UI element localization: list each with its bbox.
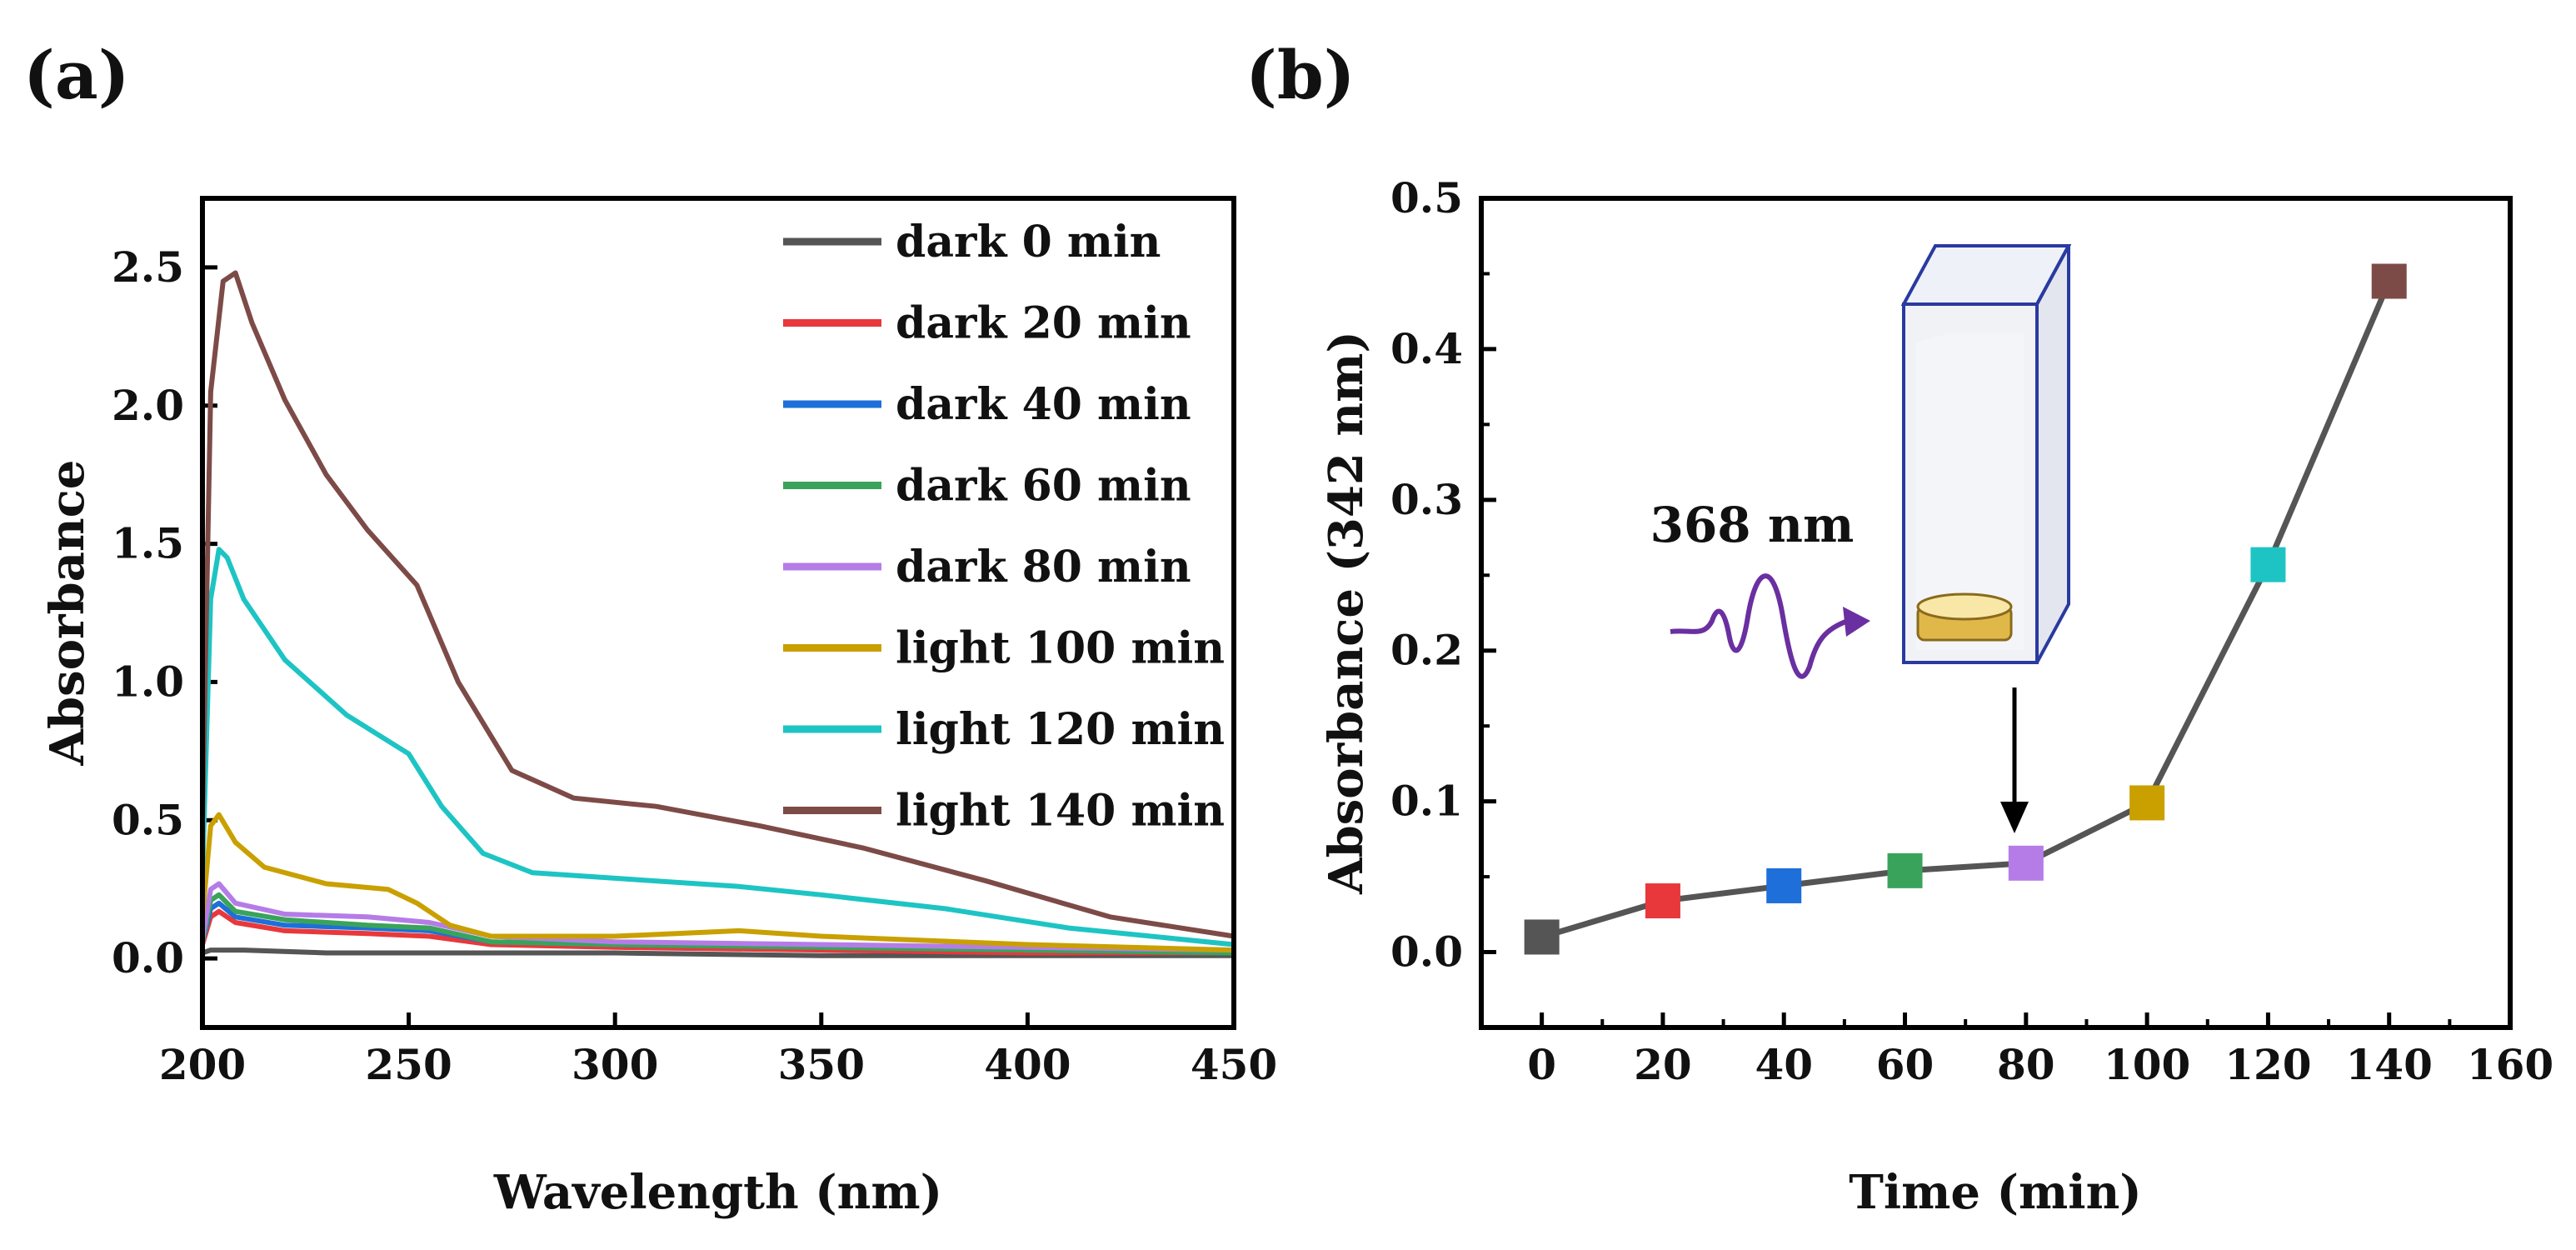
chart-b-point-20-min [1645, 883, 1680, 919]
chart-a-x-tick-label: 200 [159, 1040, 246, 1089]
chart-b-point-100-min [2129, 785, 2165, 821]
chart-a-series-line-4 [200, 892, 1235, 956]
light-wave-icon [1670, 573, 1850, 679]
chart-a-x-tick-label: 250 [365, 1040, 452, 1089]
chart-b-series-line [1540, 280, 2392, 940]
chart-a-x-tick-label: 350 [778, 1040, 865, 1089]
chart-b-y-tick-label: 0.4 [1390, 324, 1463, 373]
panel-a-label: (a) [23, 36, 130, 114]
chart-a-y-axis-label: Absorbance [40, 460, 95, 767]
wavelength-annotation: 368 nm [1650, 497, 1855, 553]
chart-b-point-140-min [2371, 263, 2407, 299]
chart-a-series-line-6 [200, 812, 1235, 953]
chart-a: 200 250 300 350 400 450 0.0 0.5 1.0 1.5 2.0 2.5 dar… [40, 196, 1277, 1220]
chart-b-x-tick-label: 100 [2104, 1040, 2190, 1089]
chart-a-series-line-7 [200, 547, 1235, 948]
pointer-arrow-icon [2000, 802, 2029, 833]
chart-b-y-tick-label: 0.2 [1390, 626, 1463, 675]
legend-label-4: dark 60 min [896, 461, 1191, 512]
chart-b-y-tick-label: 0.3 [1390, 475, 1463, 524]
chart-a-x-tick-label: 450 [1191, 1040, 1277, 1089]
chart-b-x-tick-label: 140 [2346, 1040, 2433, 1089]
chart-b-x-tick-label: 80 [1997, 1040, 2055, 1089]
chart-a-series-line-8 [200, 270, 1235, 939]
chart-a-y-tick-label: 1.5 [112, 519, 184, 568]
chart-a-y-tick-label: 2.0 [112, 381, 184, 430]
chart-b-y-tick-label: 0.5 [1390, 173, 1463, 222]
legend-label-6: light 100 min [896, 623, 1225, 674]
chart-a-series-line-2 [200, 908, 1234, 956]
chart-b-point-120-min [2250, 547, 2286, 582]
cuvette-glare [1916, 333, 2024, 650]
chart-a-y-tick-label: 2.5 [112, 242, 184, 292]
chart-b-point-40-min [1766, 868, 1802, 903]
chart-a-x-tick-label: 300 [572, 1040, 658, 1089]
chart-b-y-tick-label: 0.0 [1390, 928, 1463, 977]
chart-a-frame [200, 196, 1236, 1030]
panel-b-label: (b) [1246, 36, 1355, 114]
chart-b-x-axis-label: Time (min) [1849, 1165, 2142, 1220]
chart-b-x-tick-label: 20 [1634, 1040, 1692, 1089]
chart-a-series-line-5 [200, 881, 1235, 953]
chart-a-y-tick-label: 1.0 [112, 657, 184, 706]
chart-a-y-tick-label: 0.5 [112, 795, 184, 844]
chart-b-frame [1479, 196, 2513, 1030]
chart-b-x-tick-label: 120 [2224, 1040, 2311, 1089]
cuvette-side [2035, 245, 2070, 663]
chart-b-x-tick-label: 60 [1876, 1040, 1934, 1089]
chart-b-point-0-min [1524, 919, 1560, 955]
chart-a-y-tick-label: 0.0 [112, 933, 184, 982]
legend-label-1: dark 0 min [896, 217, 1161, 268]
chart-a-series [200, 270, 1235, 958]
legend-label-2: dark 20 min [896, 298, 1191, 349]
chart-b-y-axis-label: Absorbance (342 nm) [1319, 331, 1374, 895]
legend-label-7: light 120 min [896, 704, 1225, 755]
chart-b-ticks: 0 20 40 60 80 100 120 140 160 0.0 0.1 0.2 0.3 0.4 0.5 [1390, 173, 2554, 1089]
chart-a-x-tick-label: 400 [984, 1040, 1071, 1089]
chart-b-series [1524, 263, 2407, 955]
legend-label-3: dark 40 min [896, 379, 1191, 430]
chart-a-ticks: 200 250 300 350 400 450 0.0 0.5 1.0 1.5 2.0 2.5 [112, 242, 1277, 1089]
light-arrowhead-icon [1843, 607, 1870, 637]
chart-a-x-axis-label: Wavelength (nm) [493, 1165, 942, 1220]
chart-b-x-tick-label: 160 [2467, 1040, 2554, 1089]
chart-b-x-tick-label: 40 [1755, 1040, 1813, 1089]
chart-b-point-60-min [1887, 852, 1923, 888]
chart-a-legend: dark 0 min dark 20 min dark 40 min dark 60 … [783, 217, 1225, 837]
chart-b-x-tick-label: 0 [1527, 1040, 1556, 1089]
chart-a-series-line-1 [202, 948, 1234, 958]
chart-b-y-tick-label: 0.1 [1390, 777, 1463, 826]
sample-disk-top [1916, 592, 2013, 621]
chart-b: 0 20 40 60 80 100 120 140 1600.00.10.20.30.40.5 … [1319, 173, 2554, 1220]
legend-label-5: dark 80 min [896, 542, 1191, 592]
legend-label-8: light 140 min [896, 786, 1225, 837]
cuvette-illustration [1900, 244, 2072, 664]
chart-b-point-80-min [2008, 845, 2044, 881]
